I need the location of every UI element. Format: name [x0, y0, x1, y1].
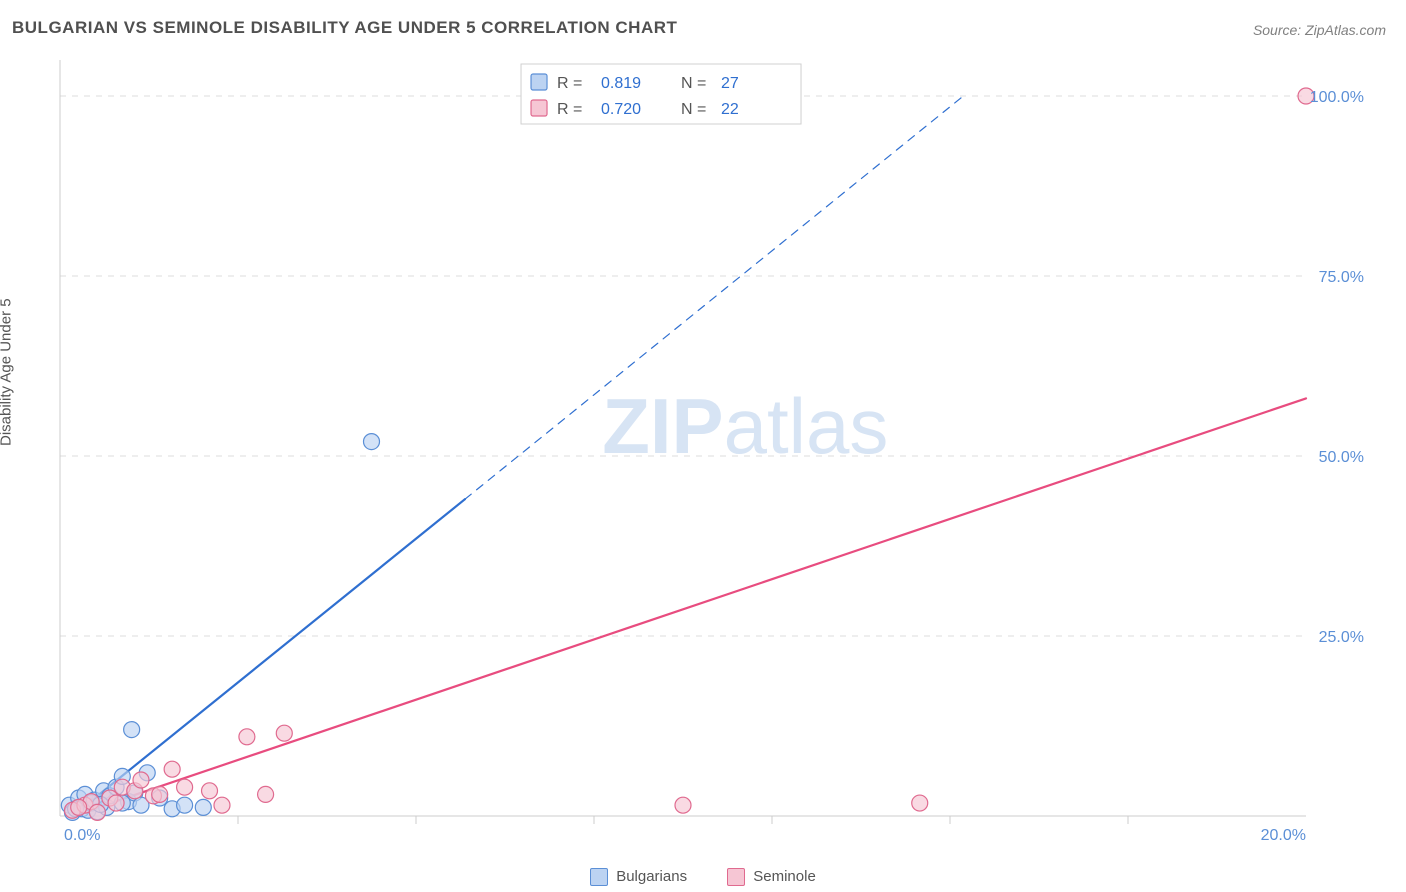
- svg-text:R =: R =: [557, 101, 582, 118]
- svg-text:22: 22: [721, 101, 739, 118]
- legend-label: Seminole: [753, 868, 816, 885]
- svg-text:0.0%: 0.0%: [64, 827, 100, 844]
- svg-text:N =: N =: [681, 75, 706, 92]
- legend-item-seminole: Seminole: [727, 868, 816, 886]
- scatter-chart-svg: ZIPatlas 25.0% 50.0% 75.0% 100.0% 0.0% 20.0% R …: [46, 52, 1386, 852]
- chart-title: BULGARIAN VS SEMINOLE DISABILITY AGE UND…: [12, 18, 677, 38]
- svg-text:25.0%: 25.0%: [1319, 629, 1364, 646]
- svg-text:R =: R =: [557, 75, 582, 92]
- svg-text:100.0%: 100.0%: [1310, 89, 1364, 106]
- svg-text:0.720: 0.720: [601, 101, 641, 118]
- svg-text:ZIPatlas: ZIPatlas: [602, 382, 888, 470]
- bottom-legend: Bulgarians Seminole: [0, 868, 1406, 886]
- svg-text:27: 27: [721, 75, 739, 92]
- svg-text:20.0%: 20.0%: [1261, 827, 1306, 844]
- source-attribution: Source: ZipAtlas.com: [1253, 22, 1386, 38]
- swatch-icon: [727, 868, 745, 886]
- legend-item-bulgarians: Bulgarians: [590, 868, 687, 886]
- swatch-icon: [590, 868, 608, 886]
- y-axis-label: Disability Age Under 5: [0, 298, 15, 446]
- svg-text:0.819: 0.819: [601, 75, 641, 92]
- legend-label: Bulgarians: [616, 868, 687, 885]
- svg-text:N =: N =: [681, 101, 706, 118]
- svg-text:75.0%: 75.0%: [1319, 269, 1364, 286]
- svg-text:50.0%: 50.0%: [1319, 449, 1364, 466]
- chart-area: ZIPatlas 25.0% 50.0% 75.0% 100.0% 0.0% 20.0% R …: [46, 52, 1386, 852]
